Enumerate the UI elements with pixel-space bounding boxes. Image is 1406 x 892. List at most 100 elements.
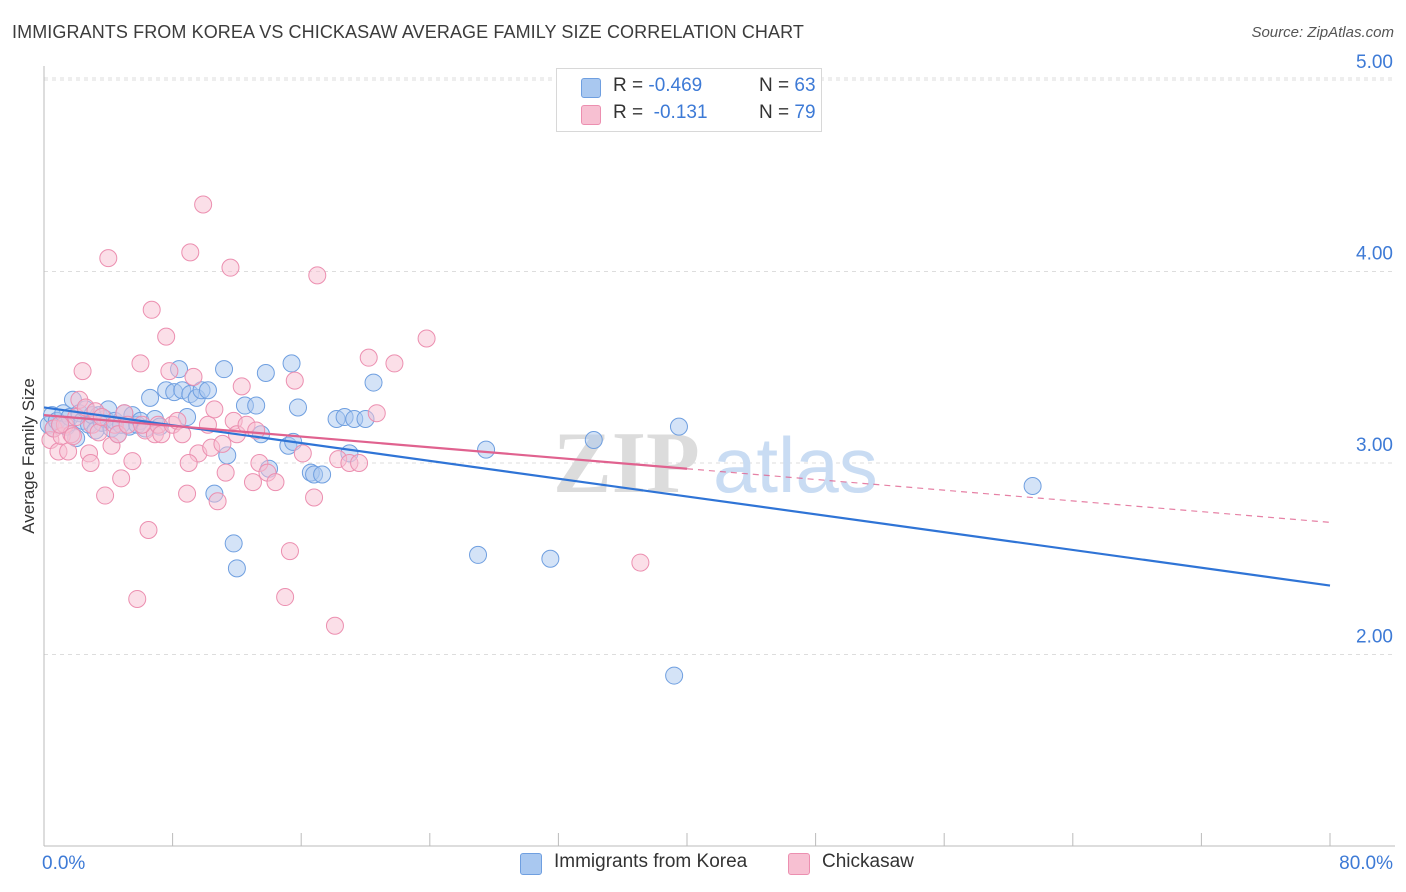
point-chickasaw: [51, 415, 70, 434]
trend-lines: [43, 406, 1331, 587]
point-chickasaw: [112, 469, 131, 488]
point-chickasaw: [367, 404, 386, 423]
chart-title: IMMIGRANTS FROM KOREA VS CHICKASAW AVERA…: [12, 22, 804, 42]
r-value: -0.131: [648, 102, 708, 123]
n-label: N =: [759, 75, 795, 96]
point-korea: [1023, 476, 1042, 495]
point-chickasaw: [181, 243, 200, 262]
r-label: R =: [613, 75, 649, 96]
legend-r-chickasaw: R = -0.131: [613, 102, 708, 124]
axes: [43, 66, 1395, 847]
point-chickasaw: [160, 362, 179, 381]
point-chickasaw: [63, 427, 82, 446]
r-value: -0.469: [648, 75, 703, 96]
n-label: N =: [759, 102, 795, 123]
source-note: Source: ZipAtlas.com: [1251, 24, 1394, 41]
legend-swatch-korea: [581, 78, 601, 98]
point-korea: [215, 360, 234, 379]
point-chickasaw: [139, 521, 158, 540]
r-label: R =: [613, 102, 649, 123]
point-chickasaw: [305, 488, 324, 507]
correlation-legend: R = -0.469 N = 63 R = -0.131 N = 79: [556, 68, 822, 132]
point-chickasaw: [308, 266, 327, 285]
point-chickasaw: [194, 195, 213, 214]
data-points: [39, 195, 1042, 685]
legend-r-korea: R = -0.469: [613, 75, 702, 97]
point-korea: [469, 545, 488, 564]
point-korea: [477, 440, 496, 459]
y-tick-label: 2.00: [1356, 627, 1393, 648]
point-chickasaw: [276, 588, 295, 607]
point-chickasaw: [216, 463, 235, 482]
point-korea: [247, 396, 266, 415]
n-value: 63: [794, 75, 816, 96]
legend-n-korea: N = 63: [759, 75, 816, 97]
point-chickasaw: [417, 329, 436, 348]
point-chickasaw: [247, 421, 266, 440]
y-tick-label: 5.00: [1356, 52, 1393, 73]
point-korea: [313, 465, 332, 484]
point-chickasaw: [232, 377, 251, 396]
point-chickasaw: [81, 454, 100, 472]
legend-label-chickasaw: Chickasaw: [822, 851, 914, 872]
trendline-chickasaw-extrapolated: [686, 468, 1331, 523]
point-korea: [665, 666, 684, 685]
point-chickasaw: [221, 258, 240, 277]
grid-lines: [44, 77, 1395, 655]
point-chickasaw: [142, 300, 161, 319]
point-chickasaw: [99, 249, 118, 268]
point-chickasaw: [157, 327, 176, 346]
point-korea: [669, 417, 688, 436]
point-chickasaw: [128, 589, 147, 608]
tick-labels: 2.00 3.00 4.00 5.00 0.0% 80.0%: [42, 52, 1393, 874]
point-korea: [584, 431, 603, 450]
point-chickasaw: [73, 362, 92, 381]
legend-label-korea: Immigrants from Korea: [554, 851, 748, 872]
y-tick-label: 3.00: [1356, 435, 1393, 456]
point-chickasaw: [359, 348, 378, 367]
x-tick-label-max: 80.0%: [1339, 853, 1393, 874]
point-chickasaw: [179, 454, 198, 472]
point-korea: [256, 363, 275, 382]
point-chickasaw: [243, 473, 262, 492]
point-chickasaw: [205, 400, 224, 419]
trendline-chickasaw: [43, 414, 688, 470]
watermark-part2: atlas: [713, 421, 878, 509]
point-korea: [227, 559, 246, 578]
point-chickasaw: [178, 484, 197, 503]
trendline-korea: [43, 406, 1331, 587]
legend-swatch-korea: [520, 853, 542, 875]
point-korea: [141, 388, 160, 407]
point-chickasaw: [131, 354, 150, 373]
point-chickasaw: [208, 492, 227, 511]
point-chickasaw: [631, 553, 650, 572]
point-chickasaw: [280, 542, 299, 561]
point-korea: [288, 398, 307, 417]
x-tick-label-min: 0.0%: [42, 853, 85, 874]
legend-swatch-chickasaw: [581, 105, 601, 125]
point-korea: [224, 534, 243, 553]
point-korea: [364, 373, 383, 392]
point-korea: [541, 549, 560, 568]
point-chickasaw: [293, 444, 312, 463]
n-value: 79: [794, 102, 816, 123]
point-chickasaw: [123, 452, 142, 471]
point-chickasaw: [96, 486, 115, 505]
point-chickasaw: [385, 354, 404, 373]
point-chickasaw: [350, 454, 369, 472]
y-tick-label: 4.00: [1356, 244, 1393, 265]
point-chickasaw: [89, 423, 108, 442]
point-chickasaw: [266, 473, 285, 492]
y-axis-label: Average Family Size: [19, 378, 38, 534]
point-korea: [282, 354, 301, 373]
point-korea: [198, 381, 217, 400]
point-chickasaw: [213, 434, 232, 453]
legend-swatch-chickasaw: [788, 853, 810, 875]
point-chickasaw: [184, 367, 203, 386]
point-chickasaw: [59, 442, 78, 461]
point-chickasaw: [325, 616, 344, 635]
watermark: ZIP atlas: [553, 415, 878, 512]
point-chickasaw: [285, 371, 304, 390]
legend-n-chickasaw: N = 79: [759, 102, 816, 124]
